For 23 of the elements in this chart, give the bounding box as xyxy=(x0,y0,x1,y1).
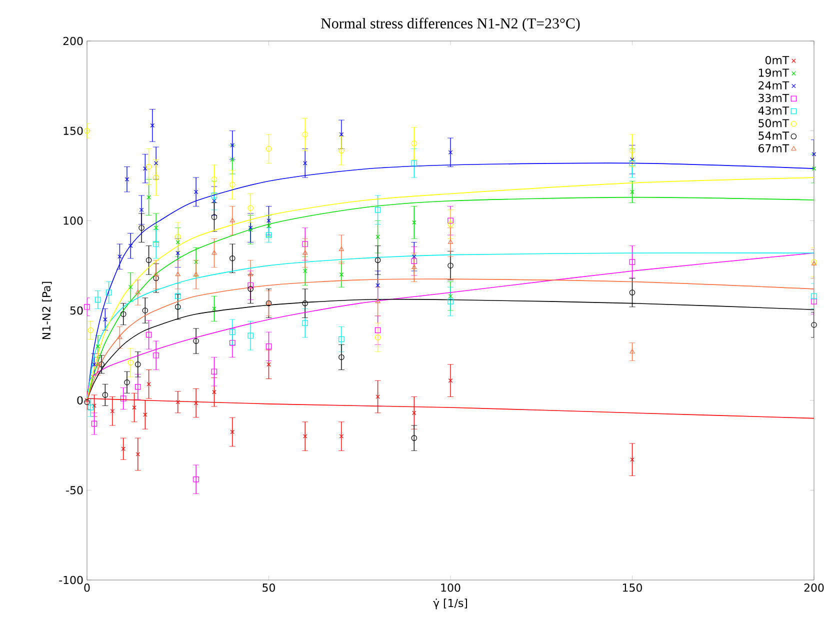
x-tick-label: 50 xyxy=(262,584,275,592)
y-tick-label: 200 xyxy=(63,36,83,46)
legend-label: 67mT xyxy=(758,144,790,152)
chart-title: Normal stress differences N1-N2 (T=23°C) xyxy=(321,18,580,32)
x-tick-label: 200 xyxy=(804,584,824,592)
y-tick-label: 0 xyxy=(77,396,83,404)
y-tick-label: -50 xyxy=(66,486,83,494)
legend-label: 19mT xyxy=(758,68,790,77)
x-axis-title: γ̇ [1/s] xyxy=(433,598,467,610)
legend-label: 54mT xyxy=(758,132,790,140)
x-tick-label: 0 xyxy=(84,584,90,592)
y-tick-label: 50 xyxy=(70,306,83,315)
y-tick-label: 150 xyxy=(64,126,83,135)
x-tick-label: 150 xyxy=(623,584,642,592)
legend-label: 50mT xyxy=(758,119,790,128)
y-axis-title: N1-N2 [Pa] xyxy=(42,282,52,339)
legend-label: 24mT xyxy=(758,81,790,90)
x-tick-label: 100 xyxy=(441,584,460,592)
legend-label: 0mT xyxy=(765,56,790,64)
legend-label: 43mT xyxy=(758,106,790,115)
legend-label: 33mT xyxy=(758,94,790,102)
y-tick-label: -100 xyxy=(59,576,83,584)
y-tick-label: 100 xyxy=(64,216,83,225)
